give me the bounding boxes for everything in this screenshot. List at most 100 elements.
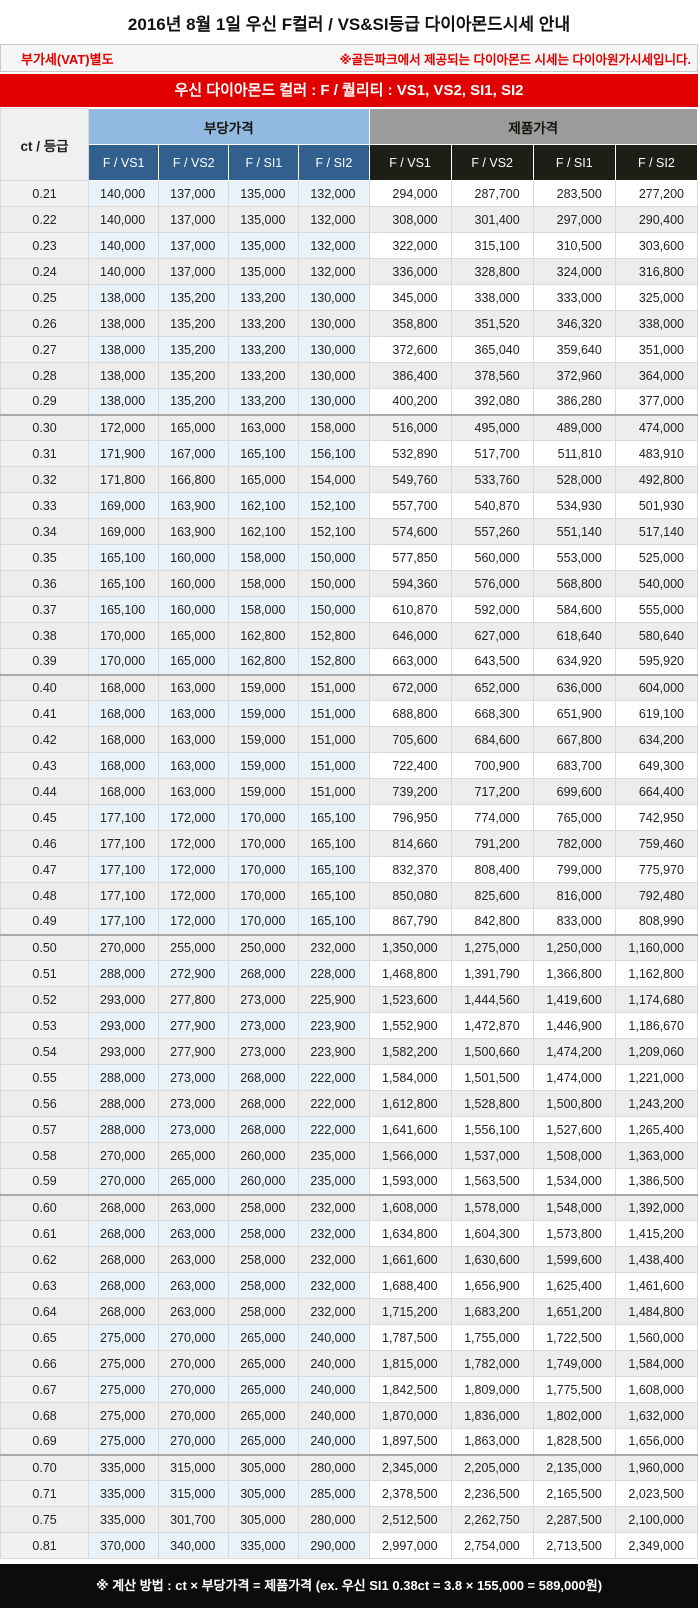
- carat-cell: 0.47: [0, 856, 90, 883]
- unit-price-cell: 150,000: [298, 570, 370, 597]
- unit-price-cell: 163,900: [158, 492, 230, 519]
- unit-price-cell: 263,000: [158, 1220, 230, 1247]
- carat-cell: 0.55: [0, 1064, 90, 1091]
- carat-cell: 0.49: [0, 908, 90, 935]
- carat-cell: 0.25: [0, 284, 90, 311]
- table-row: 0.60 268,000 263,000 258,000 232,000 1,608,00…: [0, 1193, 698, 1221]
- unit-price-cell: 270,000: [158, 1324, 230, 1351]
- unit-price-cell: 163,000: [158, 752, 230, 779]
- product-price-cell: 1,275,000: [450, 933, 534, 961]
- product-price-cell: 1,634,800: [368, 1220, 452, 1247]
- unit-price-cell: 165,100: [88, 544, 160, 571]
- unit-price-cell: 140,000: [88, 180, 160, 207]
- goldenpark-notice: ※골든파크에서 제공되는 다이아몬드 시세는 다이아원가시세입니다.: [339, 52, 691, 67]
- carat-cell: 0.75: [0, 1506, 90, 1533]
- unit-price-cell: 240,000: [298, 1402, 370, 1429]
- product-price-cell: 1,593,000: [368, 1168, 452, 1195]
- product-price-cell: 867,790: [368, 908, 452, 935]
- product-price-cell: 667,800: [532, 726, 616, 753]
- unit-price-cell: 273,000: [158, 1090, 230, 1117]
- unit-price-cell: 135,200: [158, 388, 230, 415]
- unit-price-cell: 228,000: [298, 960, 370, 987]
- unit-price-cell: 140,000: [88, 258, 160, 285]
- unit-price-cell: 288,000: [88, 1090, 160, 1117]
- unit-price-cell: 138,000: [88, 284, 160, 311]
- table-row: 0.29 138,000 135,200 133,200 130,000 400,200 3…: [0, 388, 698, 415]
- table-row: 0.27 138,000 135,200 133,200 130,000 372,600 3…: [0, 336, 698, 363]
- carat-grade-header: ct / 등급: [0, 108, 90, 181]
- carat-cell: 0.58: [0, 1142, 90, 1169]
- unit-price-cell: 335,000: [88, 1506, 160, 1533]
- unit-price-cell: 163,000: [158, 778, 230, 805]
- carat-cell: 0.56: [0, 1090, 90, 1117]
- product-price-cell: 1,556,100: [450, 1116, 534, 1143]
- unit-price-cell: 273,000: [158, 1064, 230, 1091]
- product-price-cell: 2,378,500: [368, 1480, 452, 1507]
- product-price-cell: 1,461,600: [614, 1272, 698, 1299]
- product-price-cell: 511,810: [532, 440, 616, 467]
- unit-price-cell: 232,000: [298, 933, 370, 961]
- product-price-cell: 634,200: [614, 726, 698, 753]
- table-row: 0.64 268,000 263,000 258,000 232,000 1,715,20…: [0, 1298, 698, 1325]
- unit-price-cell: 177,100: [88, 908, 160, 935]
- unit-price-cell: 150,000: [298, 596, 370, 623]
- table-row: 0.35 165,100 160,000 158,000 150,000 577,850 5…: [0, 544, 698, 571]
- unit-price-cell: 275,000: [88, 1402, 160, 1429]
- product-price-cell: 1,350,000: [368, 933, 452, 961]
- unit-price-cell: 165,000: [158, 648, 230, 675]
- product-price-cell: 501,930: [614, 492, 698, 519]
- unit-price-cell: 260,000: [228, 1168, 300, 1195]
- price-table-body: 0.21 140,000 137,000 135,000 132,000 294,000 2…: [0, 180, 698, 1559]
- unit-price-cell: 177,100: [88, 830, 160, 857]
- unit-price-cell: 133,200: [228, 388, 300, 415]
- table-row: 0.63 268,000 263,000 258,000 232,000 1,688,40…: [0, 1272, 698, 1299]
- unit-price-cell: 130,000: [298, 362, 370, 389]
- table-row: 0.44 168,000 163,000 159,000 151,000 739,200 7…: [0, 778, 698, 805]
- product-price-cell: 283,500: [532, 180, 616, 207]
- product-price-cell: 1,560,000: [614, 1324, 698, 1351]
- carat-cell: 0.38: [0, 622, 90, 649]
- product-price-cell: 1,632,000: [614, 1402, 698, 1429]
- product-price-cell: 301,400: [450, 206, 534, 233]
- unit-price-cell: 275,000: [88, 1350, 160, 1377]
- product-price-cell: 386,400: [368, 362, 452, 389]
- unit-price-cell: 273,000: [228, 1038, 300, 1065]
- product-price-cell: 1,444,560: [450, 986, 534, 1013]
- product-price-cell: 1,209,060: [614, 1038, 698, 1065]
- carat-cell: 0.28: [0, 362, 90, 389]
- table-row: 0.28 138,000 135,200 133,200 130,000 386,400 3…: [0, 362, 698, 389]
- product-price-cell: 1,363,000: [614, 1142, 698, 1169]
- unit-price-cell: 162,100: [228, 518, 300, 545]
- product-price-cell: 651,900: [532, 700, 616, 727]
- unit-col-header-fvs1: F / VS1: [88, 144, 160, 181]
- product-price-cell: 1,552,900: [368, 1012, 452, 1039]
- group-header-row: ct / 등급 부당가격 제품가격: [0, 108, 698, 181]
- unit-col-header-fsi2: F / SI2: [298, 144, 370, 181]
- unit-price-cell: 154,000: [298, 466, 370, 493]
- product-price-cell: 372,960: [532, 362, 616, 389]
- unit-col-header-fvs2: F / VS2: [158, 144, 230, 181]
- unit-price-cell: 263,000: [158, 1246, 230, 1273]
- product-price-cell: 814,660: [368, 830, 452, 857]
- page-title: 2016년 8월 1일 우신 F컬러 / VS&SI등급 다이아몬드시세 안내: [127, 15, 571, 34]
- product-price-cell: 2,345,000: [368, 1453, 452, 1481]
- product-price-cell: 1,446,900: [532, 1012, 616, 1039]
- table-row: 0.39 170,000 165,000 162,800 152,800 663,000 6…: [0, 648, 698, 675]
- product-price-cell: 324,000: [532, 258, 616, 285]
- unit-price-cell: 158,000: [228, 544, 300, 571]
- unit-price-cell: 273,000: [228, 1012, 300, 1039]
- product-price-cell: 2,349,000: [614, 1532, 698, 1559]
- unit-price-cell: 258,000: [228, 1298, 300, 1325]
- table-row: 0.46 177,100 172,000 170,000 165,100 814,660 7…: [0, 830, 698, 857]
- product-price-cell: 1,391,790: [450, 960, 534, 987]
- table-row: 0.22 140,000 137,000 135,000 132,000 308,000 3…: [0, 206, 698, 233]
- unit-price-cell: 172,000: [158, 908, 230, 935]
- unit-price-cell: 159,000: [228, 752, 300, 779]
- unit-price-cell: 140,000: [88, 206, 160, 233]
- table-row: 0.34 169,000 163,900 162,100 152,100 574,600 5…: [0, 518, 698, 545]
- product-price-cell: 1,250,000: [532, 933, 616, 961]
- product-price-cell: 592,000: [450, 596, 534, 623]
- carat-cell: 0.60: [0, 1193, 90, 1221]
- product-price-cell: 492,800: [614, 466, 698, 493]
- product-price-cell: 595,920: [614, 648, 698, 675]
